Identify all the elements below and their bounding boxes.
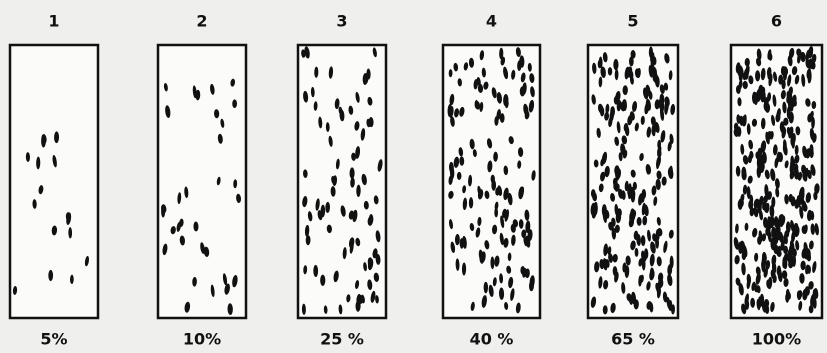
panel-percentage: 100% (752, 330, 801, 349)
dot (469, 197, 473, 208)
panel-box (298, 45, 386, 318)
panel-percentage: 5% (40, 330, 67, 349)
figure: 1 5% 2 10% 3 25 % 4 40 % 5 65 % 6 100% (0, 0, 827, 353)
panel: 6 100% (731, 12, 822, 349)
panel: 2 10% (158, 12, 246, 349)
panel: 1 5% (10, 12, 98, 349)
dot (760, 90, 765, 102)
dot (774, 216, 779, 228)
panel-number: 2 (196, 12, 207, 31)
dot (484, 282, 488, 294)
panel-number: 5 (627, 12, 638, 31)
panel-percentage: 40 % (470, 330, 514, 349)
panel-percentage: 65 % (611, 330, 655, 349)
panel-number: 4 (486, 12, 497, 31)
panel-percentage: 25 % (320, 330, 364, 349)
panel: 3 25 % (298, 12, 386, 349)
panel: 5 65 % (588, 12, 678, 349)
dot (491, 180, 496, 191)
dot (520, 266, 525, 275)
panel: 4 40 % (443, 12, 540, 349)
dot (740, 199, 744, 207)
panel-percentage: 10% (183, 330, 221, 349)
dot (232, 99, 237, 108)
panel-number: 1 (48, 12, 59, 31)
dot (350, 167, 355, 179)
dot (320, 275, 325, 286)
panel-number: 3 (336, 12, 347, 31)
panel-number: 6 (771, 12, 782, 31)
panel-box (10, 45, 98, 318)
dot (613, 59, 618, 70)
page: {"panels": [ {"number": "1", "label": "5… (0, 0, 827, 353)
